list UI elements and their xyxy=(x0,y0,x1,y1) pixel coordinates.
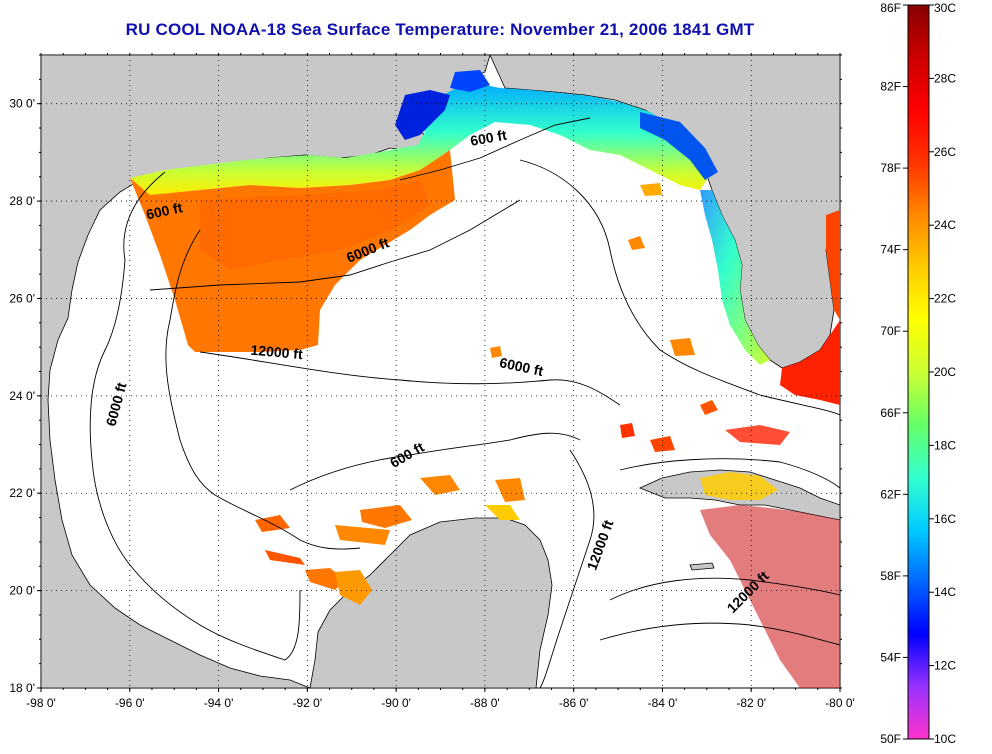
sst-delta-cold-2 xyxy=(450,70,490,92)
lon-tick-label: -88 0' xyxy=(470,696,500,710)
lon-tick-label: -80 0' xyxy=(825,696,855,710)
sst-caribbean xyxy=(700,505,840,688)
celsius-tick-label: 24C xyxy=(934,218,956,232)
fahrenheit-tick-label: 66F xyxy=(880,406,901,420)
sst-keys-warm xyxy=(780,320,840,405)
sst-spot-4 xyxy=(490,346,502,358)
celsius-tick-label: 10C xyxy=(934,732,956,746)
latitude-ticks: 30 0' 28 0' 26 0' 24 0' 22 0' 20 0' 18 0' xyxy=(9,54,842,695)
sst-yucatan-6 xyxy=(335,525,390,545)
sst-spot-6 xyxy=(650,436,675,452)
sst-yucatan-7 xyxy=(420,475,460,495)
contour-600ft-yucatan xyxy=(289,432,581,491)
fahrenheit-tick-label: 78F xyxy=(880,161,901,175)
colorbar: 86F 82F 78F 74F 70F 66F 62F 58F 54F 50F 30C 28C 26C… xyxy=(880,1,956,746)
depth-contours xyxy=(89,117,840,688)
lon-tick-label: -96 0' xyxy=(115,696,145,710)
lon-tick-label: -82 0' xyxy=(736,696,766,710)
celsius-tick-label: 22C xyxy=(934,292,956,306)
map-title: RU COOL NOAA-18 Sea Surface Temperature:… xyxy=(125,20,755,39)
lon-tick-label: -86 0' xyxy=(559,696,589,710)
sst-campeche-yellow xyxy=(485,505,520,520)
lat-tick-label: 22 0' xyxy=(9,486,35,500)
lon-tick-label: -98 0' xyxy=(26,696,56,710)
sst-florida-coast xyxy=(700,190,770,365)
contour-carib-2 xyxy=(599,622,840,646)
fahrenheit-tick-label: 82F xyxy=(880,80,901,94)
sst-spot-1 xyxy=(628,236,645,250)
sst-yucatan-4 xyxy=(335,570,372,605)
sst-yucatan-2 xyxy=(265,550,305,565)
celsius-tick-label: 28C xyxy=(934,71,956,85)
sst-overlay xyxy=(130,70,840,688)
contour-label: 600 ft xyxy=(469,127,508,149)
sst-spot-5 xyxy=(620,423,635,438)
celsius-tick-label: 30C xyxy=(934,1,956,15)
fahrenheit-tick-label: 62F xyxy=(880,487,901,501)
contour-6000ft-north xyxy=(149,199,521,291)
colorbar-fahrenheit-ticks: 86F 82F 78F 74F 70F 66F 62F 58F 54F 50F xyxy=(880,1,908,746)
contour-12000ft-east xyxy=(539,449,595,688)
contour-12000ft xyxy=(199,351,621,406)
sst-yucatan-3 xyxy=(305,568,345,590)
lat-tick-label: 26 0' xyxy=(9,291,35,305)
longitude-ticks: -98 0' -96 0' -94 0' -92 0' -90 0' -88 0' -86 … xyxy=(26,53,855,710)
lat-tick-label: 28 0' xyxy=(9,194,35,208)
lat-tick-label: 24 0' xyxy=(9,389,35,403)
fahrenheit-tick-label: 50F xyxy=(880,732,901,746)
land-yucatan xyxy=(309,517,553,688)
contour-600ft-west xyxy=(89,171,301,661)
sst-spot-7 xyxy=(725,425,790,445)
celsius-tick-label: 18C xyxy=(934,438,956,452)
contour-600ft-north xyxy=(399,117,591,181)
sst-yucatan-5 xyxy=(360,505,412,528)
colorbar-celsius-ticks: 30C 28C 26C 24C 22C 20C 18C 16C 14C 12C 10C xyxy=(929,1,956,746)
lon-tick-label: -84 0' xyxy=(648,696,678,710)
celsius-tick-label: 14C xyxy=(934,585,956,599)
sst-spot-2 xyxy=(670,338,695,356)
sst-keys-east xyxy=(826,210,840,320)
fahrenheit-tick-label: 70F xyxy=(880,324,901,338)
fahrenheit-tick-label: 58F xyxy=(880,569,901,583)
sst-delta-cold xyxy=(395,90,450,140)
fahrenheit-tick-label: 74F xyxy=(880,243,901,257)
sst-northern-shelf xyxy=(130,82,712,195)
celsius-tick-label: 26C xyxy=(934,145,956,159)
lat-lon-grid xyxy=(41,55,840,688)
sst-cuba-north xyxy=(700,472,778,500)
contour-6000ft-west xyxy=(165,229,361,550)
celsius-tick-label: 16C xyxy=(934,512,956,526)
sst-spot-8 xyxy=(700,400,718,415)
lon-tick-label: -94 0' xyxy=(204,696,234,710)
fahrenheit-tick-label: 86F xyxy=(880,1,901,15)
contour-cuba xyxy=(619,458,840,489)
fahrenheit-tick-label: 54F xyxy=(880,650,901,664)
lon-tick-label: -92 0' xyxy=(293,696,323,710)
land-cayman xyxy=(689,562,715,571)
land-masses xyxy=(41,55,840,688)
contour-label: 600 ft xyxy=(145,199,184,222)
sst-western-warm-2 xyxy=(200,180,430,270)
lon-tick-label: -90 0' xyxy=(381,696,411,710)
sst-panhandle-blue xyxy=(640,112,718,180)
contour-6000ft-east xyxy=(519,159,840,416)
celsius-tick-label: 20C xyxy=(934,365,956,379)
colorbar-bar xyxy=(907,4,930,740)
lat-tick-label: 30 0' xyxy=(9,97,35,111)
celsius-tick-label: 12C xyxy=(934,659,956,673)
contour-12000ft-carib xyxy=(609,577,840,601)
sst-yucatan-8 xyxy=(495,478,525,502)
lat-tick-label: 20 0' xyxy=(9,584,35,598)
contour-label: 12000 ft xyxy=(250,342,304,363)
lat-tick-label: 18 0' xyxy=(9,681,35,695)
sst-spot-3 xyxy=(640,183,662,196)
